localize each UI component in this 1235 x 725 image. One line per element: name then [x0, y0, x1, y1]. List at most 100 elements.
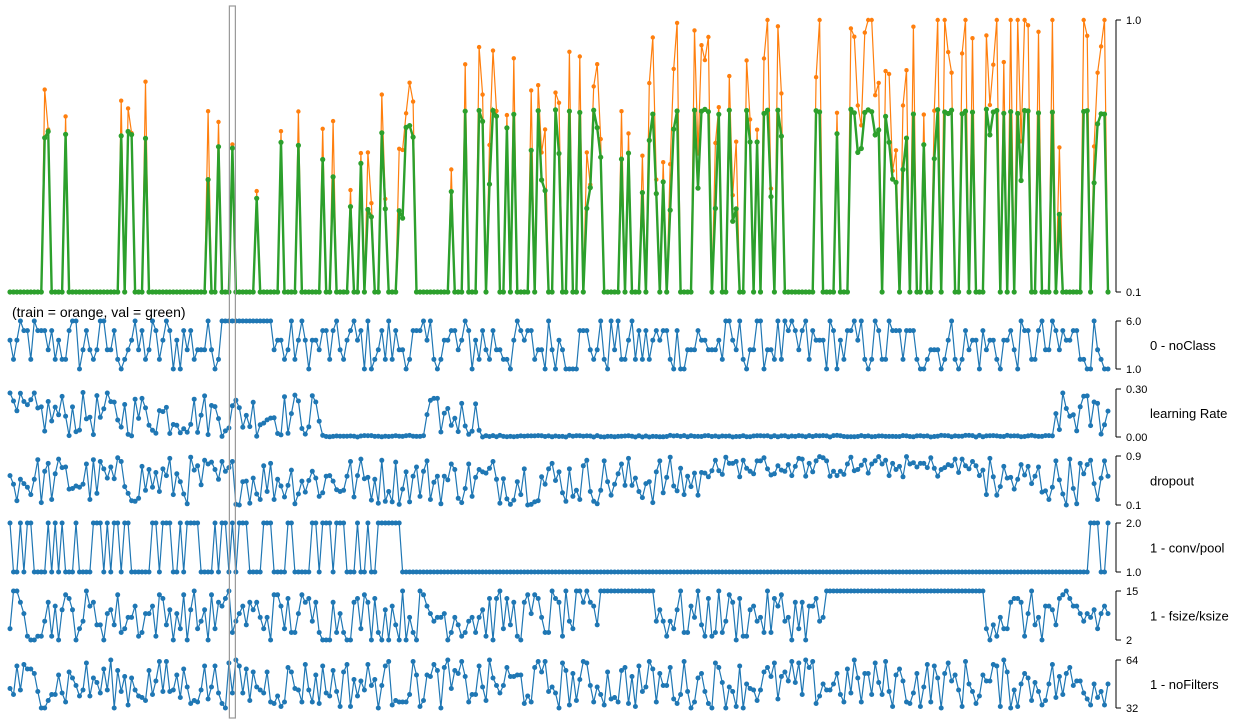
- param-point: [1095, 695, 1101, 700]
- val-point: [344, 289, 350, 295]
- val-point: [886, 139, 892, 145]
- param-point: [542, 569, 548, 575]
- param-point: [1032, 680, 1038, 685]
- param-point: [243, 520, 249, 526]
- val-point: [59, 289, 65, 295]
- train-point: [330, 118, 336, 124]
- param-point: [421, 468, 426, 474]
- param-point: [247, 500, 253, 506]
- param-point: [330, 478, 336, 484]
- param-point: [108, 569, 114, 575]
- param-point: [699, 671, 704, 676]
- train-point: [403, 111, 409, 116]
- param-point: [487, 356, 492, 362]
- param-point: [632, 704, 638, 709]
- param-point: [1074, 428, 1080, 434]
- param-point: [146, 668, 152, 673]
- param-point: [146, 569, 152, 575]
- param-point: [758, 687, 763, 693]
- param-point: [1063, 569, 1069, 575]
- val-point: [771, 289, 778, 295]
- param-point: [775, 463, 781, 469]
- param-point: [254, 491, 260, 497]
- param-point: [56, 337, 62, 343]
- param-point: [518, 637, 524, 643]
- param-point: [198, 687, 204, 693]
- param-point: [28, 492, 34, 498]
- param-point: [198, 347, 204, 353]
- val-point: [552, 107, 559, 113]
- param-point: [771, 596, 777, 601]
- y-tick-label: 32: [1126, 703, 1138, 715]
- param-point: [1102, 603, 1107, 609]
- param-point: [539, 614, 545, 620]
- param-point: [737, 318, 743, 324]
- param-point: [886, 689, 892, 694]
- param-point: [1053, 695, 1059, 700]
- param-point: [900, 474, 906, 480]
- param-point: [167, 520, 173, 526]
- param-point: [330, 569, 336, 575]
- param-point: [205, 637, 211, 643]
- param-point: [921, 588, 927, 594]
- param-point: [692, 569, 697, 575]
- param-point: [844, 569, 850, 575]
- param-point: [692, 470, 697, 476]
- param-point: [695, 675, 701, 681]
- param-point: [566, 618, 572, 624]
- param-point: [295, 687, 301, 693]
- param-point: [407, 692, 413, 697]
- param-point: [844, 666, 850, 672]
- param-point: [462, 569, 468, 575]
- param-point: [646, 569, 652, 575]
- param-point: [1091, 481, 1097, 487]
- param-point: [268, 520, 274, 526]
- param-point: [507, 622, 513, 628]
- param-point: [646, 479, 652, 485]
- param-point: [751, 347, 757, 353]
- param-point: [528, 611, 534, 617]
- param-point: [789, 318, 795, 324]
- train-point: [504, 112, 510, 118]
- param-point: [518, 492, 524, 498]
- val-point: [63, 131, 69, 137]
- param-point: [893, 328, 899, 334]
- param-series-line: [9, 588, 1109, 643]
- param-point: [143, 405, 148, 411]
- param-point: [348, 704, 353, 709]
- train-point: [480, 92, 485, 97]
- param-point: [883, 588, 889, 594]
- param-point: [49, 497, 55, 502]
- param-point: [553, 569, 558, 575]
- param-point: [890, 460, 896, 466]
- param-point: [1011, 569, 1017, 575]
- param-point: [132, 396, 138, 402]
- val-point: [587, 185, 593, 191]
- val-point: [646, 137, 652, 143]
- param-point: [334, 689, 340, 694]
- param-point: [11, 356, 16, 362]
- param-point: [970, 459, 975, 464]
- param-point: [758, 569, 763, 575]
- param-point: [897, 666, 902, 672]
- param-point: [639, 689, 645, 694]
- param-point: [351, 318, 357, 324]
- param-point: [445, 637, 451, 643]
- val-point: [549, 289, 555, 295]
- param-point: [507, 366, 513, 372]
- param-point: [500, 683, 506, 688]
- param-point: [389, 499, 395, 505]
- param-point: [94, 393, 100, 399]
- y-tick-label: 2: [1126, 635, 1132, 647]
- param-point: [886, 318, 892, 324]
- y-tick-label: 1.0: [1126, 567, 1141, 579]
- param-point: [976, 569, 982, 575]
- param-point: [956, 470, 962, 475]
- param-point: [924, 356, 930, 362]
- train-point: [946, 49, 951, 55]
- param-point: [195, 347, 201, 353]
- param-point: [949, 569, 955, 575]
- param-point: [104, 520, 110, 526]
